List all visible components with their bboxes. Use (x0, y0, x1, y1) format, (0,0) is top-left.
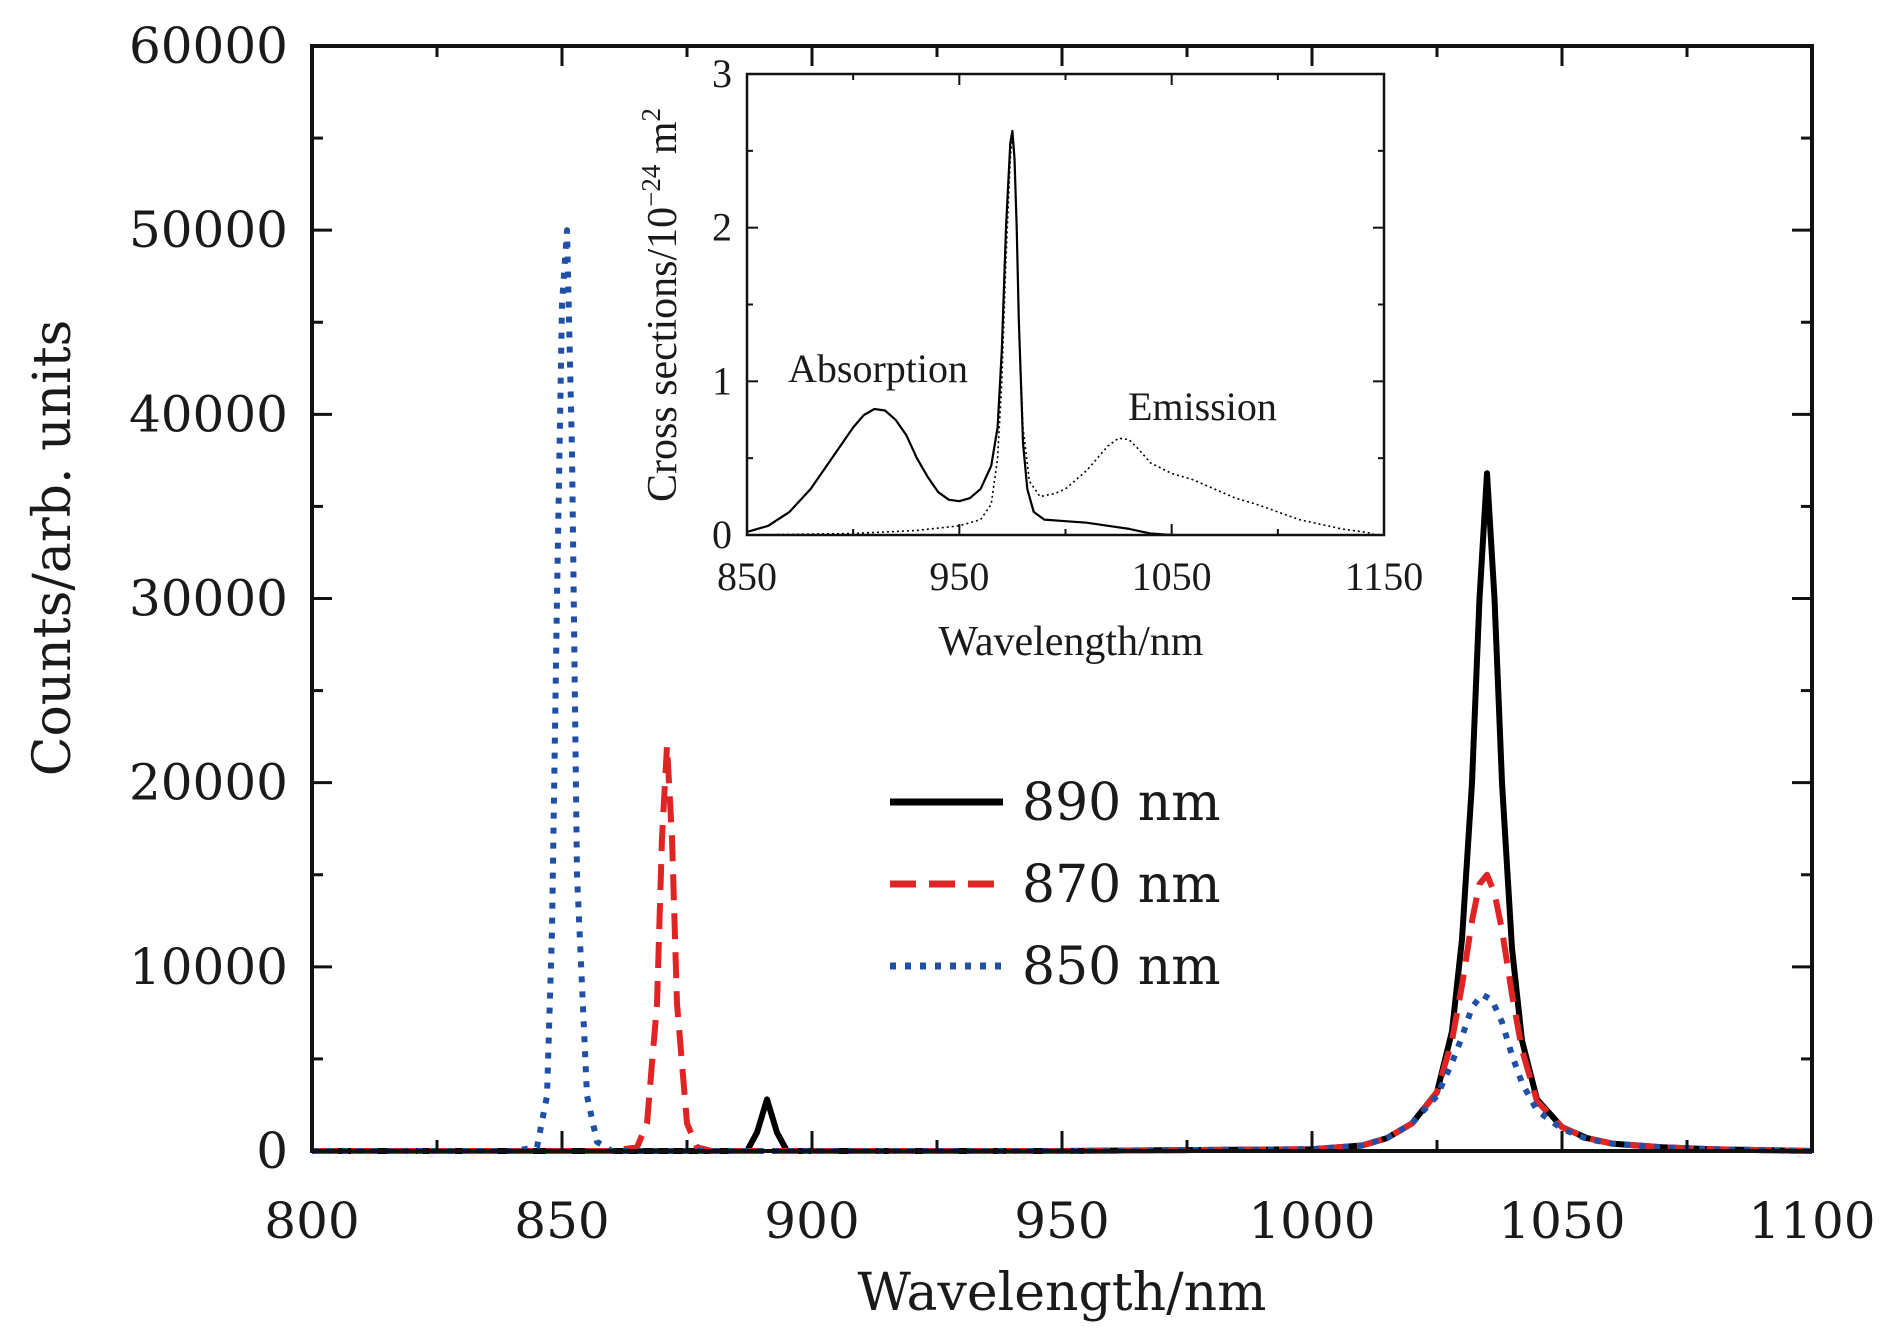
inset-y-tick-label: 1 (712, 358, 732, 403)
inset-x-tick-label: 1150 (1345, 554, 1424, 599)
main-y-axis-label: Counts/arb. units (23, 320, 83, 777)
x-tick-label: 950 (1014, 1192, 1109, 1250)
y-tick-label: 40000 (129, 385, 288, 443)
inset-y-tick-label: 3 (712, 51, 732, 96)
legend-label-850: 850 nm (1022, 937, 1221, 997)
main-x-axis-label: Wavelength/nm (858, 1263, 1267, 1323)
y-tick-label: 10000 (129, 938, 288, 996)
x-tick-label: 1100 (1748, 1192, 1875, 1250)
y-tick-label: 50000 (129, 201, 288, 259)
legend: 890 nm 870 nm 850 nm (890, 773, 1221, 997)
inset-y-label-unit: m (640, 121, 686, 165)
main-series-layer (312, 227, 1813, 1154)
inset-y-tick-label: 0 (712, 512, 732, 557)
inset-series-layer (746, 129, 1374, 537)
main-tick-labels: 800 850 900 950 1000 1050 1100 0 10000 20000 30000… (129, 17, 1876, 1250)
y-tick-label: 30000 (129, 570, 288, 628)
main-chart: 800 850 900 950 1000 1050 1100 0 10000 20000 30000… (23, 17, 1876, 1323)
x-tick-label: 900 (764, 1192, 859, 1250)
inset-x-axis-label: Wavelength/nm (939, 619, 1204, 665)
inset-x-tick-label: 1050 (1132, 554, 1212, 599)
inset-x-tick-label: 950 (929, 554, 989, 599)
legend-label-870: 870 nm (1022, 855, 1221, 915)
inset-y-tick-label: 2 (712, 205, 732, 250)
series-line-850-nm (312, 227, 1813, 1154)
inset-annotation-emission: Emission (1128, 384, 1277, 429)
x-tick-label: 800 (264, 1192, 359, 1250)
inset-y-label-unit-exp: 2 (636, 108, 666, 122)
inset-x-tick-label: 850 (717, 554, 777, 599)
inset-ticks (746, 73, 1385, 536)
inset-absorption-curve (746, 129, 1172, 537)
x-tick-label: 850 (514, 1192, 609, 1250)
main-ticks (310, 44, 1814, 1153)
y-tick-label: 60000 (129, 17, 288, 75)
x-tick-label: 1000 (1248, 1192, 1375, 1250)
inset-y-label-main: Cross sections/10 (640, 207, 686, 502)
inset-y-label-exp: −24 (636, 164, 666, 207)
inset-y-axis-label: Cross sections/10−24 m2 (636, 108, 686, 502)
x-tick-label: 1050 (1498, 1192, 1625, 1250)
y-tick-label: 20000 (129, 754, 288, 812)
legend-label-890: 890 nm (1022, 773, 1221, 833)
inset-annotation-absorption: Absorption (788, 346, 968, 391)
y-tick-label: 0 (256, 1122, 288, 1180)
inset-tick-labels: 850 950 1050 1150 0 1 2 3 (712, 51, 1423, 599)
inset-chart: 850 950 1050 1150 0 1 2 3 Absorption Emission W… (636, 51, 1423, 665)
inset-background (747, 74, 1384, 535)
